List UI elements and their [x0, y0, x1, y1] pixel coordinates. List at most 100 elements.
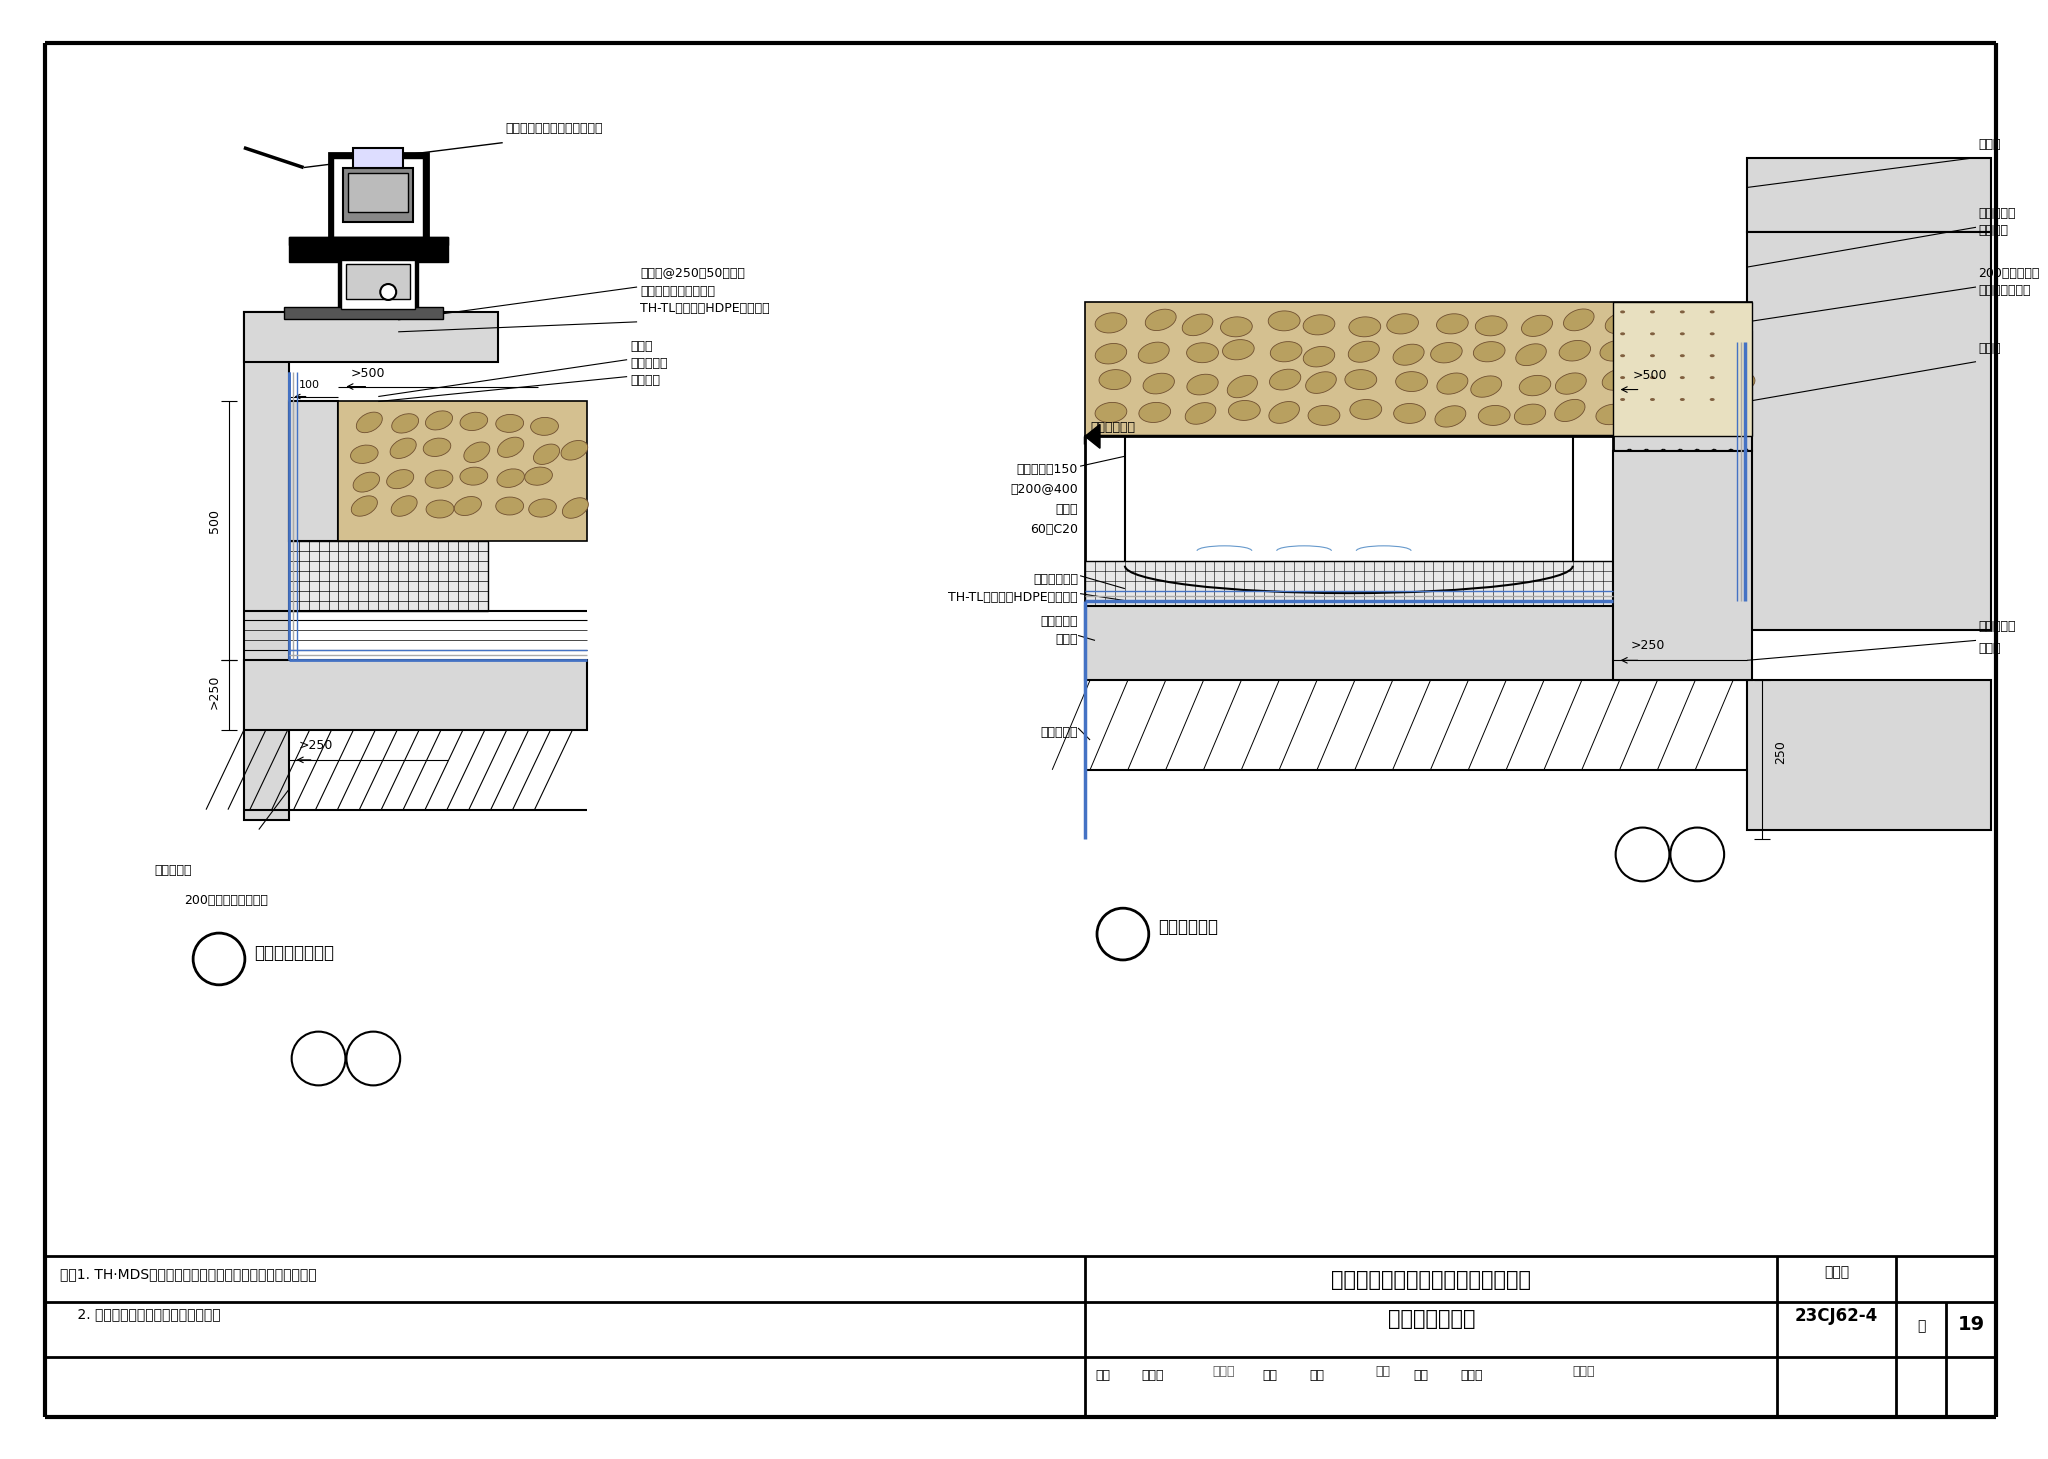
Ellipse shape: [1683, 400, 1714, 420]
Text: 土工布端部粘牢: 土工布端部粘牢: [1978, 285, 2030, 298]
Ellipse shape: [1651, 376, 1655, 379]
Text: TH-TL耐根穿刺HDPE防水卷材: TH-TL耐根穿刺HDPE防水卷材: [948, 591, 1077, 604]
Ellipse shape: [426, 411, 453, 430]
Bar: [346, 264, 410, 299]
Ellipse shape: [352, 496, 377, 516]
Text: >250: >250: [299, 738, 334, 751]
Circle shape: [193, 934, 246, 985]
Text: 施工缝: 施工缝: [1978, 642, 2001, 655]
Ellipse shape: [1143, 374, 1174, 394]
Ellipse shape: [463, 442, 489, 463]
Text: 种植顶板采光天窗: 种植顶板采光天窗: [254, 944, 334, 961]
Ellipse shape: [1350, 400, 1382, 419]
Polygon shape: [1085, 425, 1100, 448]
Ellipse shape: [1710, 376, 1714, 379]
Bar: [1085, 436, 1612, 601]
Ellipse shape: [1606, 312, 1636, 334]
Text: 8: 8: [371, 1059, 377, 1069]
Text: 250: 250: [1774, 740, 1788, 765]
Ellipse shape: [1559, 340, 1591, 360]
Ellipse shape: [1651, 398, 1655, 401]
Ellipse shape: [1520, 375, 1550, 395]
Text: 防水加强层: 防水加强层: [1040, 727, 1077, 740]
Bar: [1747, 158, 1991, 232]
Ellipse shape: [1348, 341, 1380, 362]
Text: 8: 8: [315, 1059, 322, 1069]
Text: 种植土: 种植土: [1978, 341, 2001, 355]
Text: 迎水面: 迎水面: [1055, 633, 1077, 646]
Ellipse shape: [1470, 376, 1501, 397]
Text: 8: 8: [1694, 855, 1700, 865]
Ellipse shape: [1188, 374, 1219, 395]
Ellipse shape: [1722, 372, 1755, 391]
Bar: [1612, 331, 1751, 451]
Ellipse shape: [352, 473, 379, 492]
Ellipse shape: [1393, 344, 1423, 365]
Text: 页: 页: [1917, 1319, 1925, 1334]
Ellipse shape: [1645, 311, 1675, 333]
Text: 转角明沟排水: 转角明沟排水: [1157, 918, 1219, 937]
Ellipse shape: [1651, 355, 1655, 357]
Ellipse shape: [1432, 343, 1462, 363]
Ellipse shape: [1522, 315, 1552, 337]
Text: 8: 8: [1638, 855, 1647, 865]
Bar: [289, 238, 449, 263]
Ellipse shape: [1651, 333, 1655, 336]
Ellipse shape: [1223, 340, 1253, 360]
Ellipse shape: [1513, 404, 1546, 425]
Ellipse shape: [530, 417, 559, 435]
Bar: [344, 168, 414, 222]
Ellipse shape: [1229, 400, 1260, 420]
Bar: [338, 401, 588, 541]
Bar: [1085, 302, 1751, 436]
Bar: [342, 260, 416, 309]
Text: 混凝土预制: 混凝土预制: [1978, 207, 2015, 220]
Text: 及转角明沟排水: 及转角明沟排水: [1389, 1309, 1475, 1329]
Text: 种项1b: 种项1b: [360, 1046, 385, 1055]
Ellipse shape: [1679, 311, 1686, 314]
Ellipse shape: [496, 414, 524, 432]
Bar: [1085, 560, 1612, 605]
Text: 19: 19: [1958, 1316, 1985, 1335]
Ellipse shape: [1516, 344, 1546, 366]
Ellipse shape: [1473, 341, 1505, 362]
Text: >250: >250: [1630, 639, 1665, 652]
Text: 2. 排水沟构造做法见具体工程设计。: 2. 排水沟构造做法见具体工程设计。: [59, 1307, 221, 1322]
Ellipse shape: [1268, 311, 1300, 331]
Ellipse shape: [563, 498, 588, 518]
Ellipse shape: [1096, 343, 1126, 363]
Ellipse shape: [1710, 398, 1714, 401]
Ellipse shape: [356, 411, 383, 433]
Ellipse shape: [496, 498, 524, 515]
Bar: [1085, 605, 1747, 680]
Text: 张征标: 张征标: [1573, 1366, 1595, 1379]
Text: 23CJ62-4: 23CJ62-4: [1794, 1307, 1878, 1325]
Ellipse shape: [1679, 376, 1686, 379]
Ellipse shape: [1475, 315, 1507, 336]
Ellipse shape: [426, 470, 453, 489]
Ellipse shape: [1620, 333, 1626, 336]
Ellipse shape: [391, 414, 418, 433]
Text: 混凝土预制: 混凝土预制: [631, 356, 668, 369]
Bar: [1747, 680, 1991, 830]
Ellipse shape: [1710, 355, 1714, 357]
Ellipse shape: [1640, 403, 1671, 426]
Text: 图集号: 图集号: [1825, 1265, 1849, 1280]
Ellipse shape: [1186, 343, 1219, 363]
Bar: [244, 661, 588, 730]
Ellipse shape: [1186, 403, 1217, 425]
Ellipse shape: [1479, 406, 1509, 426]
Text: 挡土构件: 挡土构件: [631, 374, 659, 387]
Ellipse shape: [1620, 311, 1626, 314]
Ellipse shape: [1602, 369, 1632, 390]
Text: 肖华春: 肖华春: [1143, 1369, 1165, 1382]
Bar: [334, 158, 424, 238]
Ellipse shape: [350, 445, 379, 464]
Text: 室外地面标高: 室外地面标高: [1090, 422, 1135, 435]
Ellipse shape: [1642, 340, 1673, 362]
Ellipse shape: [1651, 311, 1655, 314]
Ellipse shape: [1436, 314, 1468, 334]
Text: 缓冲带: 缓冲带: [631, 340, 653, 353]
Ellipse shape: [1386, 314, 1419, 334]
Ellipse shape: [1227, 375, 1257, 398]
